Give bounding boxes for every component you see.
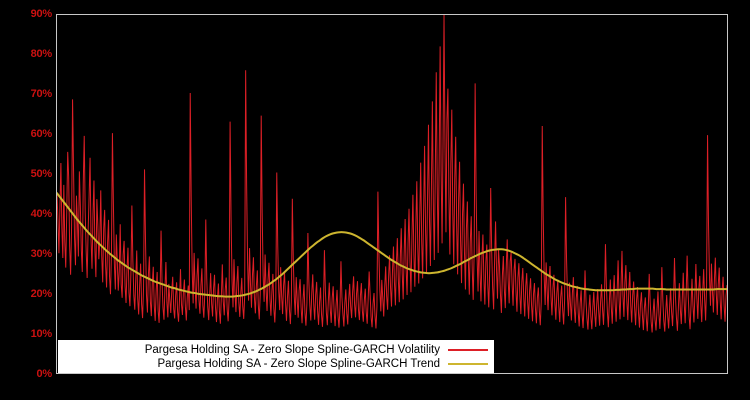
y-tick-label: 90%: [30, 7, 53, 20]
legend-entry-volatility: Pargesa Holding SA - Zero Slope Spline-G…: [58, 343, 494, 357]
legend-label-volatility: Pargesa Holding SA - Zero Slope Spline-G…: [144, 343, 440, 356]
plot-canvas: [57, 15, 727, 333]
y-tick-label: 20%: [30, 287, 53, 300]
y-tick-label: 10%: [30, 327, 53, 340]
y-axis: 90% 80% 70% 60% 50% 40% 30% 20% 10% 0%: [0, 0, 53, 400]
y-tick-label: 40%: [30, 207, 53, 220]
legend-swatch-volatility: [448, 348, 488, 351]
chart-legend: Pargesa Holding SA - Zero Slope Spline-G…: [58, 340, 494, 373]
legend-entry-trend: Pargesa Holding SA - Zero Slope Spline-G…: [58, 357, 494, 371]
y-tick-label: 30%: [30, 247, 53, 260]
series-line-volatility: [57, 15, 727, 333]
y-tick-label: 50%: [30, 167, 53, 180]
legend-swatch-trend: [448, 362, 488, 365]
series-line-trend: [57, 192, 727, 298]
y-tick-label: 70%: [30, 87, 53, 100]
y-tick-label: 0%: [36, 367, 53, 380]
legend-label-trend: Pargesa Holding SA - Zero Slope Spline-G…: [157, 357, 440, 370]
y-tick-label: 60%: [30, 127, 53, 140]
y-tick-label: 80%: [30, 47, 53, 60]
